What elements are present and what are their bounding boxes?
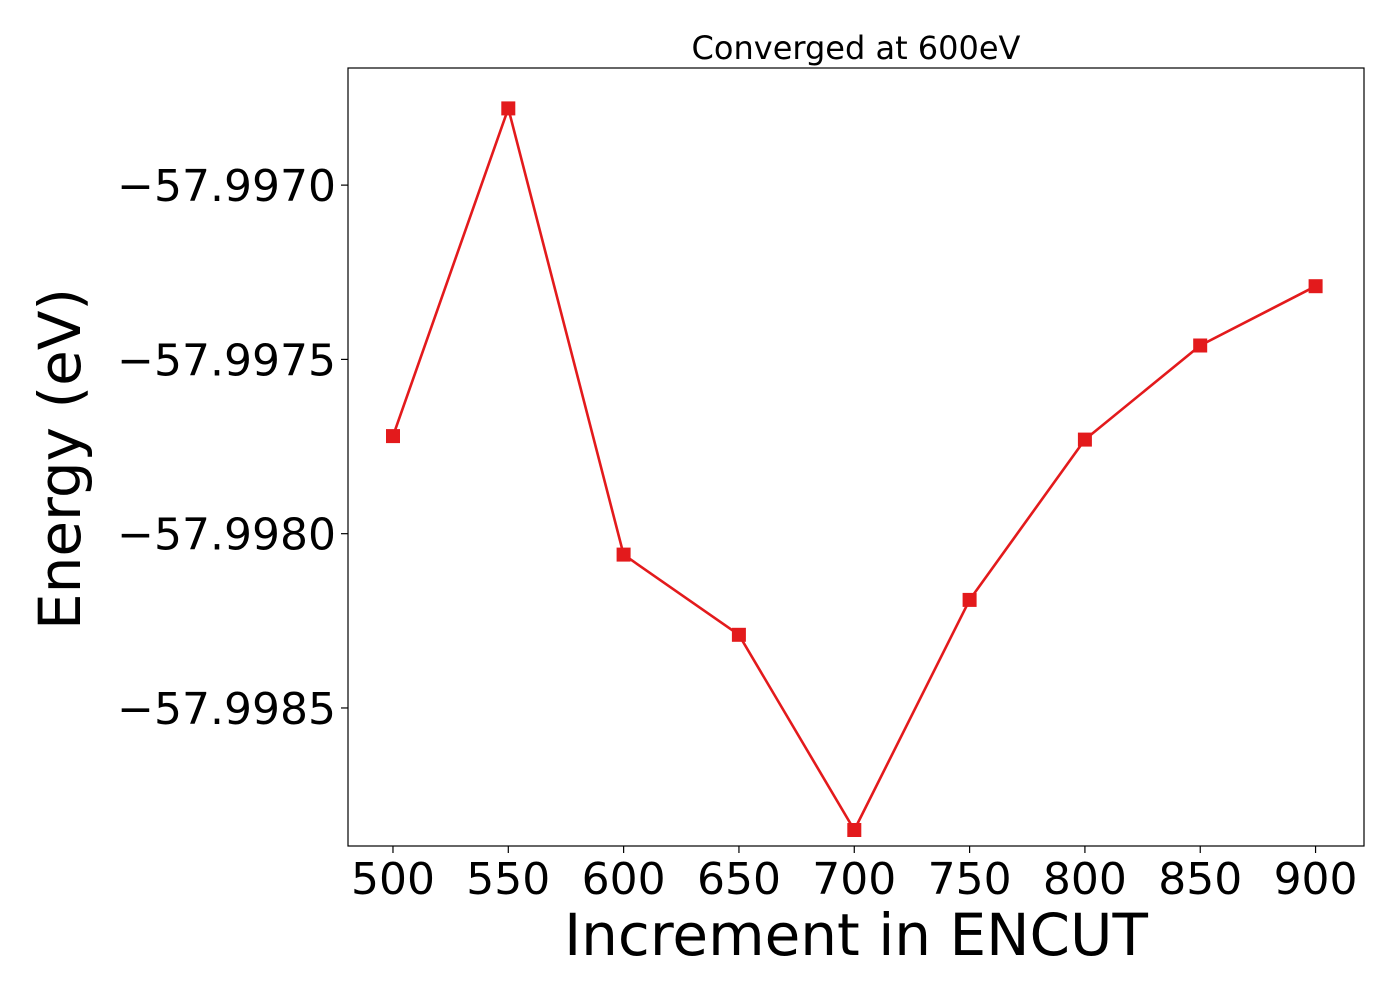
y-tick-label: −57.9975 — [117, 335, 336, 386]
data-point-marker — [501, 101, 516, 116]
x-tick-label: 550 — [466, 854, 550, 905]
data-point-marker — [731, 627, 746, 642]
data-point-marker — [1077, 432, 1092, 447]
y-axis-label: Energy (eV) — [26, 288, 94, 630]
data-point-marker — [1308, 279, 1323, 294]
plot-marks — [386, 101, 1323, 837]
x-tick-label: 500 — [351, 854, 435, 905]
data-point-marker — [616, 547, 631, 562]
y-tick-label: −57.9985 — [117, 684, 336, 735]
data-point-marker — [962, 592, 977, 607]
x-tick-label: 700 — [812, 854, 896, 905]
x-tick-label: 850 — [1158, 854, 1242, 905]
x-axis-label: Increment in ENCUT — [564, 901, 1148, 969]
x-tick-label: 800 — [1043, 854, 1127, 905]
x-tick-label: 600 — [582, 854, 666, 905]
data-point-marker — [1193, 338, 1208, 353]
x-tick-label: 900 — [1274, 854, 1358, 905]
x-axis: 500 550 600 650 700 750 800 850 900 — [351, 846, 1358, 905]
data-point-marker — [386, 429, 400, 444]
x-tick-label: 750 — [928, 854, 1012, 905]
plot-area-frame — [347, 67, 1365, 847]
x-tick-label: 650 — [697, 854, 781, 905]
y-tick-label: −57.9980 — [117, 510, 336, 561]
y-axis: −57.9970 −57.9975 −57.9980 −57.9985 — [117, 161, 348, 735]
data-point-marker — [847, 823, 862, 837]
chart-title: Converged at 600eV — [692, 29, 1021, 67]
y-tick-label: −57.9970 — [117, 161, 336, 212]
